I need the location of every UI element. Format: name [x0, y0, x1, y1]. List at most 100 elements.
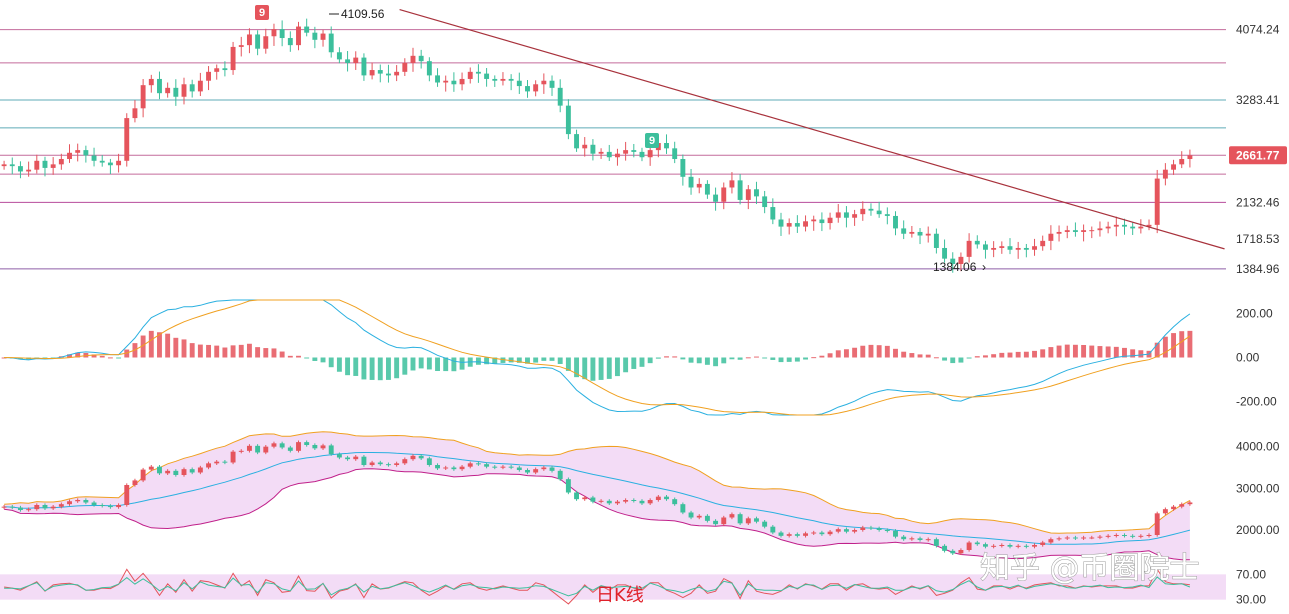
candle-body [664, 143, 669, 149]
candle-body [884, 214, 890, 216]
macd-bar [148, 330, 154, 358]
candle-body [557, 87, 563, 106]
bollinger-tick-label: 3000.00 [1236, 481, 1280, 495]
macd-bar [754, 356, 759, 358]
candle-body [1113, 224, 1119, 227]
macd-bar [745, 357, 751, 359]
macd-bar [549, 357, 555, 361]
bollinger-candle-body [958, 550, 964, 554]
candle-body [893, 215, 898, 229]
candle-body [17, 166, 23, 172]
candle-body [1056, 231, 1062, 234]
bollinger-candle-body [1007, 545, 1013, 547]
bollinger-candle-body [246, 445, 252, 451]
bollinger-candle-body [238, 450, 244, 452]
candle-body [713, 194, 719, 202]
macd-bar [1105, 346, 1111, 358]
last-price-tag: 2661.77 [1229, 146, 1287, 165]
candle-body [132, 108, 138, 119]
candle-body [492, 78, 498, 81]
bollinger-candle-body [655, 496, 661, 500]
candle-body [876, 210, 882, 215]
bollinger-candle-body [983, 544, 988, 547]
candle-body [696, 183, 702, 188]
candle-body [852, 214, 858, 218]
macd-bar [500, 357, 506, 363]
candle-body [737, 180, 743, 200]
candle-body [124, 118, 130, 161]
bollinger-candle-body [1072, 537, 1078, 539]
bollinger-candle-body [713, 520, 719, 525]
bollinger-candle-body [1179, 504, 1185, 507]
macd-bar [353, 357, 359, 376]
macd-bar [770, 357, 776, 360]
candle-body [50, 164, 56, 168]
bollinger-candle-body [762, 521, 768, 527]
candle-body [197, 80, 203, 92]
candle-body [590, 144, 596, 154]
candle-body [173, 87, 179, 97]
bollinger-candle-body [786, 534, 792, 536]
candle-body [786, 223, 792, 227]
macd-bar [189, 343, 195, 358]
macd-bar [1179, 331, 1185, 358]
bollinger-candle-body [328, 445, 334, 455]
candle-body [157, 78, 162, 94]
macd-bar [157, 332, 162, 358]
candle-body [901, 228, 907, 234]
macd-dif-line [4, 299, 1191, 416]
macd-bar [639, 357, 645, 367]
macd-bar [991, 354, 997, 358]
oscillator-line-b [4, 576, 1191, 597]
candle-body [1187, 155, 1193, 160]
candle-body [418, 55, 424, 62]
candle-body [165, 87, 171, 94]
candle-body [958, 256, 964, 264]
macd-bar [819, 355, 825, 358]
bollinger-candle-body [1015, 545, 1021, 547]
macd-bar [418, 357, 424, 369]
bollinger-candle-body [320, 445, 326, 449]
bollinger-candle-body [1130, 535, 1136, 537]
candle-body [614, 153, 620, 158]
macd-bar [950, 357, 956, 364]
bollinger-candle-body [933, 539, 939, 546]
bollinger-candle-body [1138, 535, 1144, 537]
macd-bar [803, 357, 808, 360]
bollinger-candle-body [287, 447, 293, 451]
bollinger-candle-body [672, 499, 678, 505]
candle-body [533, 84, 539, 92]
bollinger-candle-body [565, 479, 571, 493]
macd-bar [475, 357, 481, 365]
bollinger-candle-body [83, 500, 89, 503]
macd-bar [296, 355, 301, 358]
price-panel: 4074.24 3283.41 2132.46 1718.53 1384.96 2661… [0, 5, 1287, 276]
candle-body [222, 68, 228, 71]
macd-bar [206, 344, 211, 358]
low-pointer: › [982, 260, 986, 274]
candle-body [1089, 230, 1095, 232]
price-tick-label: 1718.53 [1236, 232, 1280, 246]
bollinger-candle-body [1064, 537, 1070, 539]
macd-bar [1023, 351, 1029, 358]
macd-bar [287, 355, 293, 358]
macd-bar [377, 357, 383, 381]
bollinger-candle-body [165, 470, 171, 474]
macd-bar [933, 357, 939, 359]
bollinger-candle-body [974, 542, 980, 545]
bollinger-candle-body [157, 466, 162, 474]
macd-bar [778, 357, 784, 363]
macd-bar [557, 357, 563, 364]
macd-bar [884, 345, 890, 358]
macd-bar [304, 357, 310, 359]
macd-bar [369, 357, 375, 380]
macd-bar [386, 357, 391, 380]
candle-body [672, 148, 678, 160]
candle-body [688, 176, 694, 188]
macd-bar [655, 357, 661, 359]
candle-body [67, 152, 72, 160]
candle-body [255, 34, 261, 49]
candle-body [83, 150, 89, 156]
bollinger-candle-body [942, 545, 948, 551]
bollinger-candle-body [778, 532, 784, 536]
